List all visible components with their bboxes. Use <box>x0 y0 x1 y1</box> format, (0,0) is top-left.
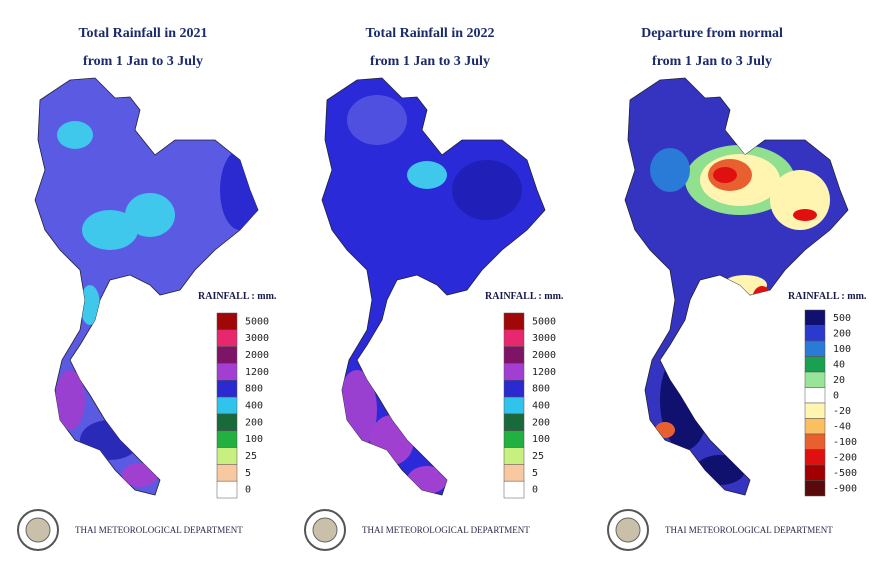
legend-swatch <box>804 325 826 342</box>
panel-title: Departure from normal <box>641 26 783 41</box>
legend-label: 800 <box>532 384 550 395</box>
legend-swatch <box>216 363 238 381</box>
legend-swatch <box>804 356 826 373</box>
legend-label: 3000 <box>532 333 556 344</box>
panel-subtitle: from 1 Jan to 3 July <box>370 54 490 69</box>
legend-swatch <box>503 464 525 482</box>
legend-label: 400 <box>245 401 263 412</box>
panel-subtitle: from 1 Jan to 3 July <box>652 54 772 69</box>
legend-swatch <box>804 480 826 497</box>
legend-label: -20 <box>833 406 851 417</box>
legend-label: 500 <box>833 313 851 324</box>
panel: Total Rainfall in 2022 from 1 Jan to 3 Ju… <box>304 26 564 551</box>
legend-title: RAINFALL : mm. <box>788 291 867 302</box>
legend-swatch <box>503 380 525 398</box>
panel-title: Total Rainfall in 2021 <box>78 26 207 41</box>
legend-swatch <box>503 396 525 415</box>
panel-title: Total Rainfall in 2022 <box>365 26 494 41</box>
legend-label: 0 <box>833 390 839 401</box>
legend-label: 100 <box>833 344 851 355</box>
legend-label: 1200 <box>532 367 556 378</box>
legend-label: 25 <box>532 451 544 462</box>
legend-label: -100 <box>833 437 857 448</box>
legend-swatch <box>216 396 238 415</box>
legend-swatch <box>804 464 826 481</box>
legend-swatch <box>503 363 525 381</box>
legend-label: 200 <box>833 328 851 339</box>
legend-swatch <box>804 340 826 357</box>
legend-label: 20 <box>833 375 845 386</box>
legend-swatch <box>503 430 525 448</box>
legend-swatch <box>503 480 525 499</box>
legend-swatch <box>503 447 525 465</box>
legend-swatch <box>503 413 525 431</box>
legend-swatch <box>804 387 826 404</box>
footer: THAI METEOROLOGICAL DEPARTMENT <box>665 525 833 535</box>
legend-title: RAINFALL : mm. <box>198 291 277 302</box>
legend-swatch <box>503 329 525 347</box>
panel: Total Rainfall in 2021 from 1 Jan to 3 Ju… <box>17 26 277 551</box>
legend-label: 5 <box>245 468 251 479</box>
legend-swatch <box>216 430 238 448</box>
map-2021 <box>34 77 259 496</box>
legend-label: -40 <box>833 421 851 432</box>
legend-label: 2000 <box>245 350 269 361</box>
legend-label: 100 <box>245 434 263 445</box>
legend-swatch <box>804 433 826 450</box>
legend-swatch <box>503 346 525 364</box>
legend-label: 400 <box>532 401 550 412</box>
legend-label: -900 <box>833 483 857 494</box>
legend-label: 0 <box>245 485 251 496</box>
legend-swatch <box>804 402 826 419</box>
logo-inner <box>615 517 641 543</box>
legend-swatch <box>216 480 238 499</box>
legend-swatch <box>804 309 826 326</box>
legend-swatch <box>216 447 238 465</box>
legend-swatch <box>216 312 238 331</box>
legend-swatch <box>216 464 238 482</box>
legend-label: 40 <box>833 359 845 370</box>
footer: THAI METEOROLOGICAL DEPARTMENT <box>75 525 243 535</box>
legend-label: -200 <box>833 452 857 463</box>
legend-label: 800 <box>245 384 263 395</box>
legend-swatch <box>216 346 238 364</box>
legend-label: 5000 <box>532 316 556 327</box>
legend-swatch <box>804 449 826 466</box>
legend-label: -500 <box>833 468 857 479</box>
legend-label: 1200 <box>245 367 269 378</box>
legend-label: 0 <box>532 485 538 496</box>
legend-swatch <box>216 329 238 347</box>
map-2022 <box>321 77 546 496</box>
legend-swatch <box>804 371 826 388</box>
legend-label: 25 <box>245 451 257 462</box>
legend-label: 200 <box>532 417 550 428</box>
legend-label: 2000 <box>532 350 556 361</box>
panel-subtitle: from 1 Jan to 3 July <box>83 54 203 69</box>
legend-swatch <box>503 312 525 331</box>
legend-label: 100 <box>532 434 550 445</box>
legend-label: 5 <box>532 468 538 479</box>
legend-title: RAINFALL : mm. <box>485 291 564 302</box>
legend-label: 5000 <box>245 316 269 327</box>
legend-label: 3000 <box>245 333 269 344</box>
logo-inner <box>25 517 51 543</box>
panel: Departure from normal from 1 Jan to 3 Jul… <box>607 26 867 551</box>
legend-swatch <box>216 413 238 431</box>
logo-inner <box>312 517 338 543</box>
legend-swatch <box>216 380 238 398</box>
footer: THAI METEOROLOGICAL DEPARTMENT <box>362 525 530 535</box>
legend-label: 200 <box>245 417 263 428</box>
legend-swatch <box>804 418 826 435</box>
